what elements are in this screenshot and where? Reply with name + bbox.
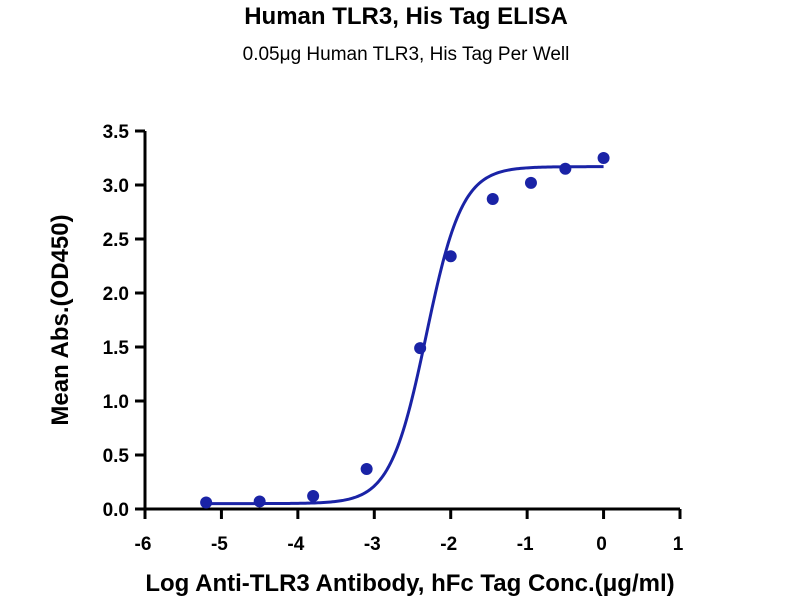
x-tick-label: 0 xyxy=(596,534,607,555)
data-point xyxy=(559,162,572,175)
x-tick-label: -3 xyxy=(364,534,381,555)
data-point xyxy=(200,496,213,509)
y-tick-label: 1.5 xyxy=(103,338,130,359)
x-tick-label: 1 xyxy=(673,534,684,555)
chart-title: Human TLR3, His Tag ELISA xyxy=(244,3,568,30)
x-tick-label: -4 xyxy=(287,534,304,555)
y-tick-label: 0.0 xyxy=(103,500,129,521)
x-axis-label: Log Anti-TLR3 Antibody, hFc Tag Conc.(μg… xyxy=(145,570,674,597)
x-tick-label: -5 xyxy=(211,534,228,555)
data-point xyxy=(444,250,457,263)
tick-labels-group: 0.0 0.5 1.0 1.5 2.0 2.5 3.0 3.5 -6 -5 -4 -3 -2 -1 0 1 xyxy=(103,122,684,555)
x-tick-label: -6 xyxy=(135,534,152,555)
y-tick-label: 3.5 xyxy=(103,122,130,143)
y-tick-label: 2.5 xyxy=(103,230,130,251)
y-tick-label: 2.0 xyxy=(103,284,129,305)
data-point xyxy=(414,342,427,355)
y-tick-label: 0.5 xyxy=(103,446,130,467)
y-tick-label: 1.0 xyxy=(103,392,129,413)
data-point xyxy=(486,193,499,206)
fit-curve xyxy=(206,165,604,506)
chart-subtitle: 0.05μg Human TLR3, His Tag Per Well xyxy=(243,44,570,65)
fit-curve-group xyxy=(206,165,604,506)
data-point xyxy=(307,490,320,503)
data-point xyxy=(524,176,537,189)
x-tick-label: -2 xyxy=(440,534,457,555)
data-point xyxy=(360,463,373,476)
y-axis-label: Mean Abs.(OD450) xyxy=(47,214,74,425)
x-tick-label: -1 xyxy=(517,534,534,555)
data-points-group xyxy=(200,152,610,509)
data-point xyxy=(597,152,610,164)
data-point xyxy=(253,495,266,508)
axes-group xyxy=(135,129,682,519)
y-tick-label: 3.0 xyxy=(103,176,129,197)
